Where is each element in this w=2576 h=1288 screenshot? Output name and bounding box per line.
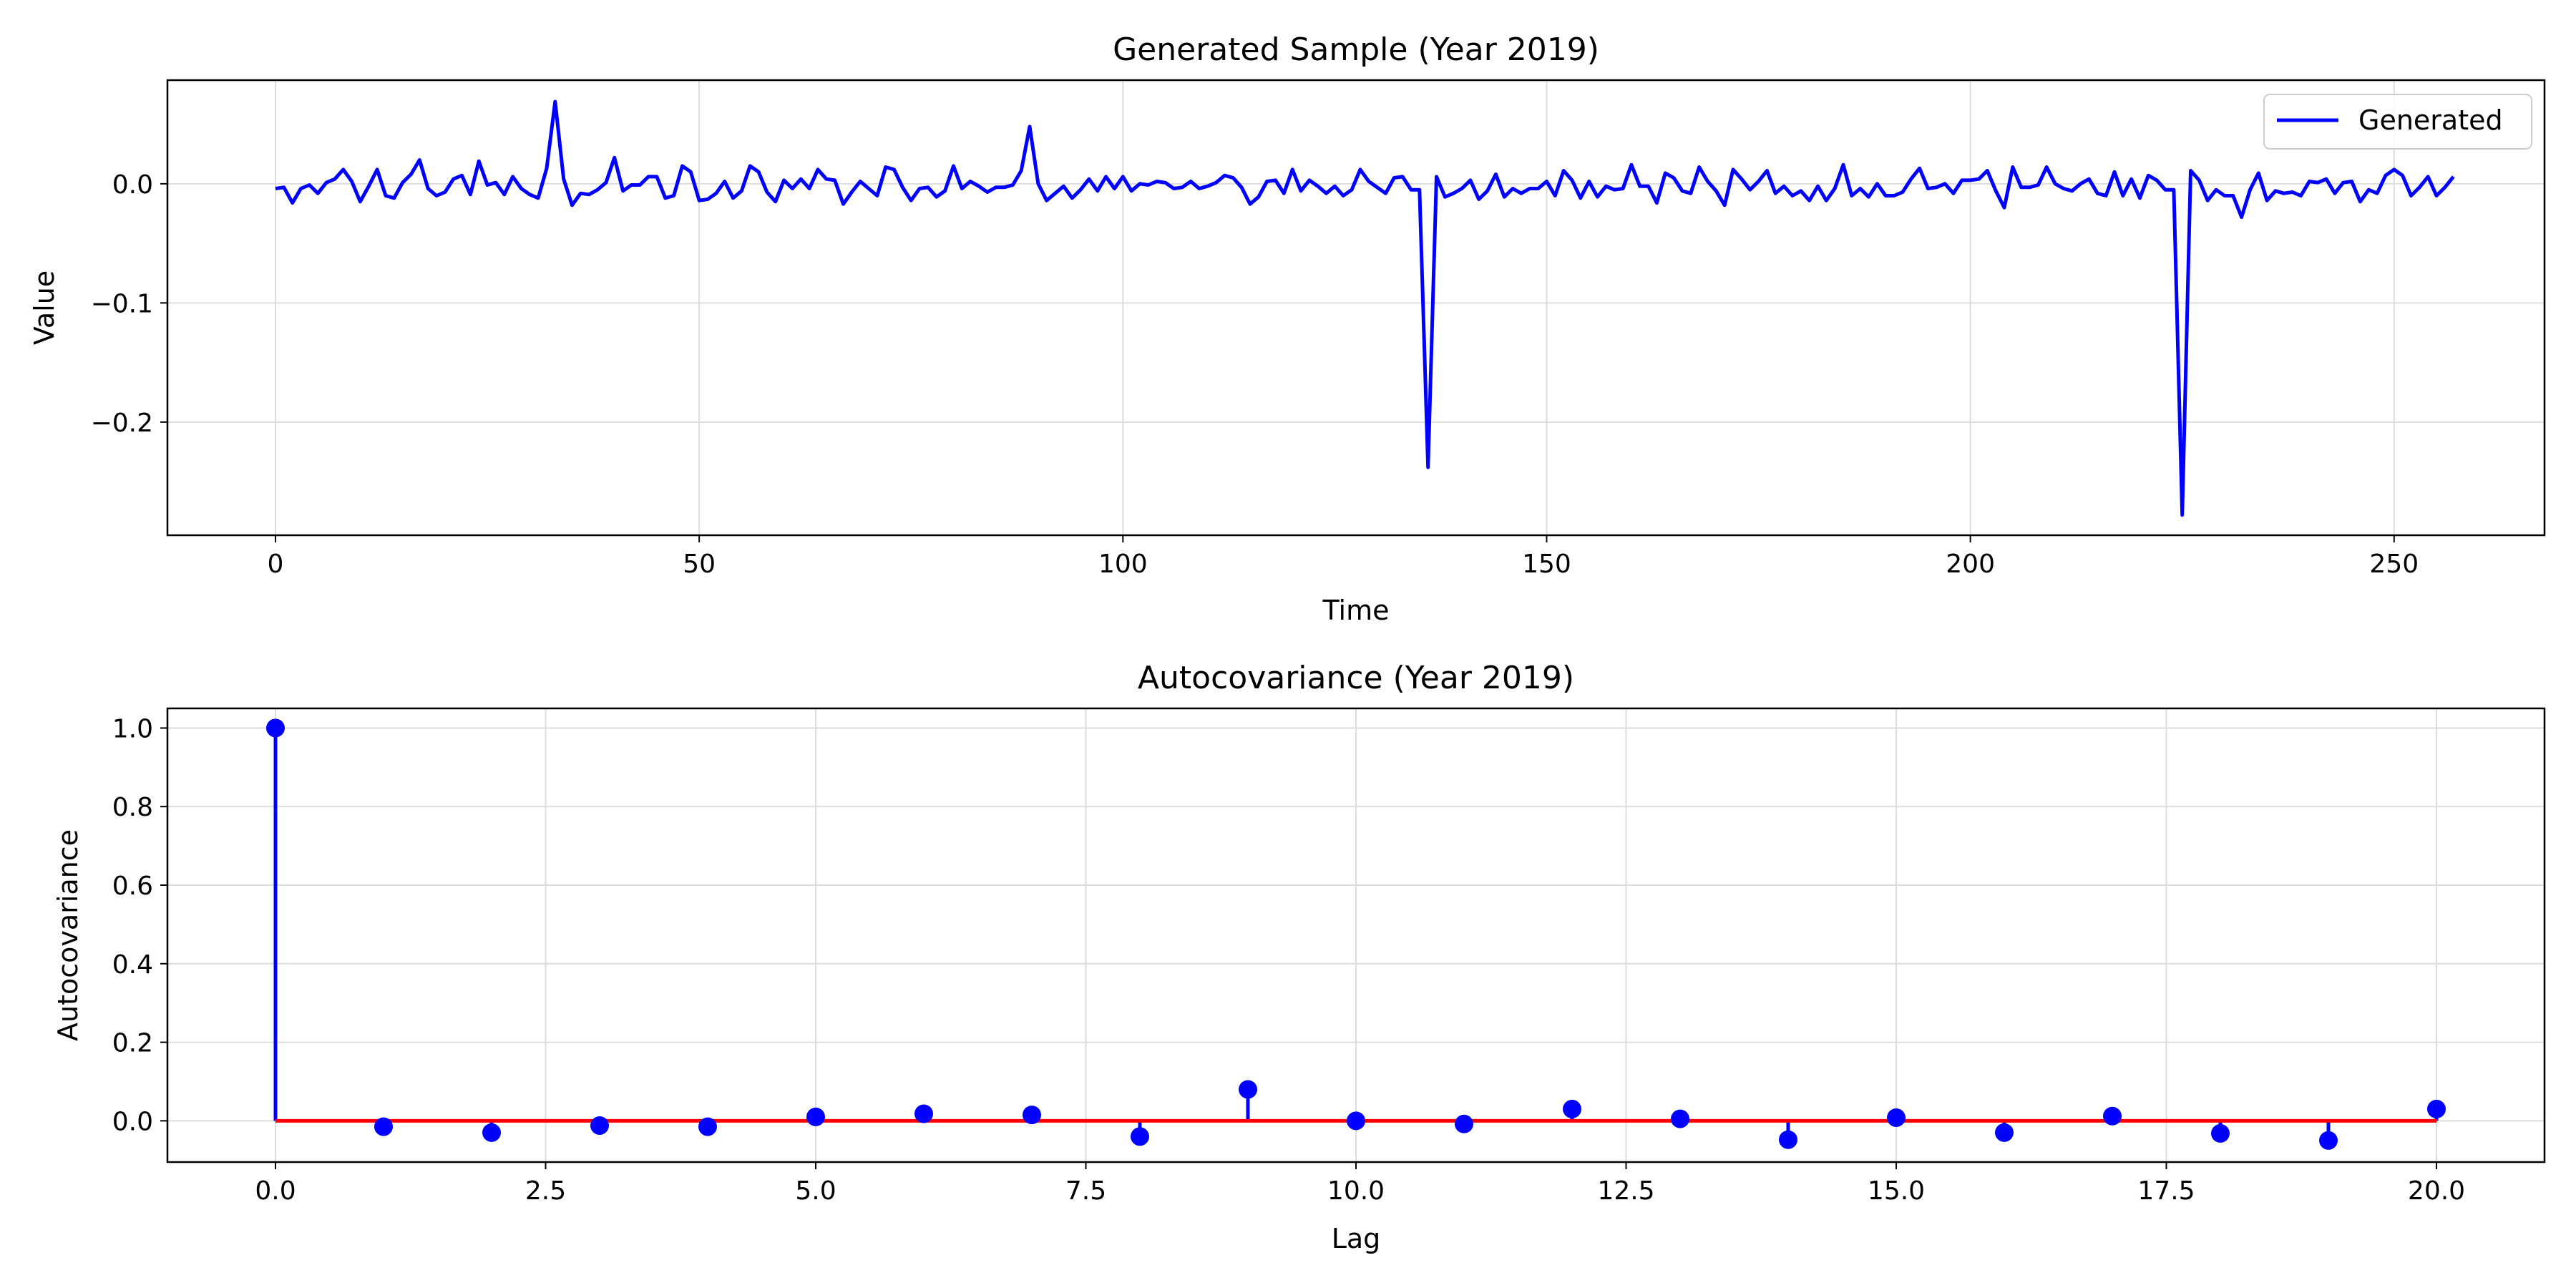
stem-marker [266,718,285,738]
y-tick-label: 0.8 [112,793,153,822]
y-tick-label: 0.2 [112,1029,153,1058]
legend-label: Generated [2358,104,2503,136]
stem-marker [914,1104,933,1123]
x-tick-label: 12.5 [1597,1176,1654,1206]
generated-sample-chart: Generated Sample (Year 2019) 0 50 100 150 20… [29,31,2546,626]
x-tick-label: 2.5 [525,1176,566,1206]
stem-marker [1347,1111,1365,1131]
legend: Generated [2263,94,2532,150]
x-tick-label: 200 [1946,550,1995,579]
x-tick-label: 15.0 [1868,1176,1925,1206]
y-tick-label: −0.1 [91,289,153,318]
series-generated [275,99,2455,517]
y-ticks: 0.0 −0.1 −0.2 [91,170,167,438]
x-ticks: 0 50 100 150 200 250 [268,535,2419,579]
x-tick-label: 10.0 [1327,1176,1385,1206]
stems [266,718,2446,1150]
stem-marker [1023,1106,1041,1125]
stem-marker [1239,1080,1257,1099]
x-tick-label: 0 [268,550,284,579]
y-ticks: 0.0 0.2 0.4 0.6 0.8 1.0 [112,714,167,1136]
stem-marker [1455,1114,1473,1133]
autocovariance-chart: Autocovariance (Year 2019) 0.0 2.5 5.0 7.5 1… [52,660,2546,1254]
stem-marker [1887,1108,1906,1127]
stem-marker [2211,1123,2230,1143]
y-tick-label: 1.0 [112,714,153,743]
x-tick-label: 50 [683,550,716,579]
legend-box [2263,94,2532,150]
x-tick-label: 7.5 [1065,1176,1106,1206]
x-tick-label: 250 [2369,550,2419,579]
stem-marker [1995,1123,2014,1142]
y-tick-label: 0.4 [112,950,153,980]
stem-marker [374,1117,393,1136]
x-ticks: 0.0 2.5 5.0 7.5 10.0 12.5 15.0 17.5 20.0 [255,1162,2465,1206]
stem-marker [698,1117,717,1136]
y-axis-label: Autocovariance [52,829,84,1041]
x-tick-label: 100 [1098,550,1148,579]
y-axis-label: Value [29,270,60,345]
series-line [275,99,2455,517]
x-tick-label: 150 [1522,550,1571,579]
stem-marker [590,1116,609,1135]
x-axis-label: Lag [1332,1223,1381,1254]
stem-marker [2103,1106,2122,1126]
x-tick-label: 0.0 [255,1176,296,1206]
stem-marker [482,1123,501,1142]
stem-marker [1779,1130,1797,1149]
y-tick-label: −0.2 [91,409,153,438]
y-tick-label: 0.0 [112,170,153,200]
x-tick-label: 20.0 [2408,1176,2465,1206]
stem-marker [2319,1131,2338,1150]
y-tick-label: 0.6 [112,872,153,901]
x-tick-label: 5.0 [795,1176,836,1206]
x-tick-label: 17.5 [2137,1176,2195,1206]
stem-marker [2427,1099,2446,1118]
chart-title: Autocovariance (Year 2019) [1138,660,1574,696]
x-axis-label: Time [1322,595,1390,626]
stem-marker [1563,1099,1581,1118]
stem-marker [806,1107,825,1126]
stem-marker [1131,1127,1149,1146]
y-tick-label: 0.0 [112,1107,153,1136]
stem-marker [1671,1109,1689,1128]
plot-frame [166,79,2546,537]
chart-title: Generated Sample (Year 2019) [1113,31,1599,68]
